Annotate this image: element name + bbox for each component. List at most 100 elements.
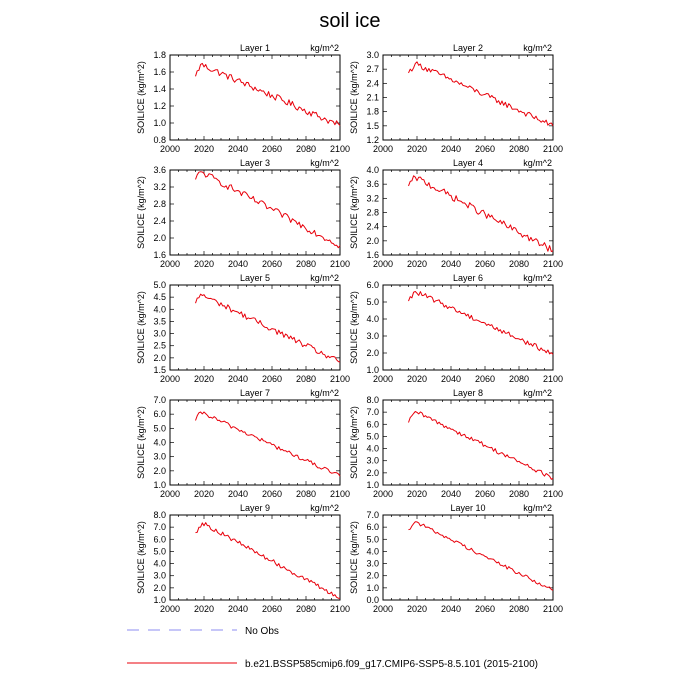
y-tick-label-layer-9: 2.0: [153, 583, 166, 593]
y-tick-label-layer-4: 2.8: [366, 208, 379, 218]
plot-frame-layer-4: [382, 169, 554, 256]
y-tick-label-layer-10: 0.0: [366, 595, 379, 605]
x-tick-label-layer-9: 2100: [330, 604, 350, 614]
panel-units-layer-4: kg/m^2: [523, 158, 552, 168]
y-tick-label-layer-10: 4.0: [366, 546, 379, 556]
x-tick-label-layer-3: 2080: [296, 259, 316, 269]
y-tick-label-layer-1: 1.4: [153, 84, 166, 94]
x-tick-label-layer-6: 2020: [407, 374, 427, 384]
panel-layer-2: Layer 2 kg/m^2 2000 2020 2040 2060 2080 2100 1.2…: [349, 43, 563, 154]
x-tick-label-layer-8: 2100: [543, 489, 563, 499]
panel-units-layer-7: kg/m^2: [310, 388, 339, 398]
panel-title-layer-5: Layer 5: [240, 273, 270, 283]
y-axis-label-layer-10: SOILICE (kg/m^2): [349, 521, 359, 594]
x-tick-label-layer-9: 2000: [160, 604, 180, 614]
x-tick-label-layer-5: 2040: [228, 374, 248, 384]
y-tick-label-layer-2: 1.8: [366, 107, 379, 117]
y-tick-label-layer-2: 3.0: [366, 50, 379, 60]
plot-frame-layer-7: [169, 399, 341, 486]
y-axis-label-layer-3: SOILICE (kg/m^2): [136, 176, 146, 249]
panel-layer-6: Layer 6 kg/m^2 2000 2020 2040 2060 2080 2100 1.0…: [349, 273, 563, 384]
x-tick-label-layer-10: 2060: [475, 604, 495, 614]
x-tick-label-layer-5: 2020: [194, 374, 214, 384]
x-tick-label-layer-4: 2020: [407, 259, 427, 269]
x-tick-label-layer-2: 2060: [475, 144, 495, 154]
panel-layer-9: Layer 9 kg/m^2 2000 2020 2040 2060 2080 2100 1.0…: [136, 503, 350, 614]
panel-layer-5: Layer 5 kg/m^2 2000 2020 2040 2060 2080 2100 1.5…: [136, 273, 350, 384]
y-tick-label-layer-3: 2.0: [153, 233, 166, 243]
y-tick-label-layer-3: 1.6: [153, 250, 166, 260]
legend-label-no-obs: No Obs: [245, 626, 279, 637]
series-line-layer-1: [195, 62, 341, 126]
series-line-layer-6: [408, 291, 554, 355]
y-tick-label-layer-7: 6.0: [153, 409, 166, 419]
y-tick-label-layer-6: 1.0: [366, 365, 379, 375]
y-tick-label-layer-2: 1.2: [366, 135, 379, 145]
y-tick-label-layer-10: 3.0: [366, 559, 379, 569]
panel-units-layer-3: kg/m^2: [310, 158, 339, 168]
panel-layer-10: Layer 10 kg/m^2 2000 2020 2040 2060 2080 2100 0.…: [349, 503, 563, 614]
y-tick-label-layer-4: 3.6: [366, 179, 379, 189]
y-tick-label-layer-7: 4.0: [153, 438, 166, 448]
panels: Layer 1 kg/m^2 2000 2020 2040 2060 2080 2100 0.8…: [136, 43, 563, 614]
x-tick-label-layer-2: 2000: [373, 144, 393, 154]
y-tick-label-layer-3: 3.6: [153, 165, 166, 175]
y-tick-label-layer-10: 2.0: [366, 571, 379, 581]
x-tick-label-layer-5: 2080: [296, 374, 316, 384]
y-tick-label-layer-5: 2.5: [153, 341, 166, 351]
y-tick-label-layer-7: 2.0: [153, 466, 166, 476]
plot-frame-layer-2: [382, 54, 554, 141]
x-tick-label-layer-7: 2060: [262, 489, 282, 499]
y-tick-label-layer-6: 2.0: [366, 348, 379, 358]
x-tick-label-layer-1: 2100: [330, 144, 350, 154]
y-axis-label-layer-5: SOILICE (kg/m^2): [136, 291, 146, 364]
x-tick-label-layer-5: 2100: [330, 374, 350, 384]
y-tick-label-layer-4: 2.0: [366, 236, 379, 246]
y-tick-label-layer-5: 1.5: [153, 365, 166, 375]
y-tick-label-layer-8: 7.0: [366, 407, 379, 417]
y-tick-label-layer-6: 4.0: [366, 314, 379, 324]
y-tick-label-layer-1: 1.8: [153, 50, 166, 60]
plot-frame-layer-8: [382, 399, 554, 486]
x-tick-label-layer-2: 2100: [543, 144, 563, 154]
x-tick-label-layer-8: 2020: [407, 489, 427, 499]
panel-units-layer-8: kg/m^2: [523, 388, 552, 398]
panel-title-layer-8: Layer 8: [453, 388, 483, 398]
y-tick-label-layer-8: 1.0: [366, 480, 379, 490]
y-tick-label-layer-2: 2.4: [366, 78, 379, 88]
x-tick-label-layer-3: 2060: [262, 259, 282, 269]
x-tick-label-layer-1: 2040: [228, 144, 248, 154]
series-line-layer-4: [408, 175, 554, 252]
panel-units-layer-6: kg/m^2: [523, 273, 552, 283]
panel-units-layer-1: kg/m^2: [310, 43, 339, 53]
y-tick-label-layer-4: 3.2: [366, 193, 379, 203]
x-tick-label-layer-8: 2080: [509, 489, 529, 499]
y-tick-label-layer-8: 2.0: [366, 468, 379, 478]
x-tick-label-layer-2: 2020: [407, 144, 427, 154]
y-tick-label-layer-8: 5.0: [366, 431, 379, 441]
figure-title: soil ice: [319, 10, 380, 32]
y-tick-label-layer-10: 1.0: [366, 583, 379, 593]
y-axis-label-layer-1: SOILICE (kg/m^2): [136, 61, 146, 134]
x-tick-label-layer-2: 2040: [441, 144, 461, 154]
y-tick-label-layer-5: 3.0: [153, 329, 166, 339]
x-tick-label-layer-1: 2020: [194, 144, 214, 154]
y-tick-label-layer-7: 3.0: [153, 452, 166, 462]
plot-frame-layer-10: [382, 514, 554, 601]
y-tick-label-layer-4: 2.4: [366, 222, 379, 232]
x-tick-label-layer-9: 2080: [296, 604, 316, 614]
x-tick-label-layer-5: 2060: [262, 374, 282, 384]
y-tick-label-layer-5: 3.5: [153, 316, 166, 326]
y-tick-label-layer-9: 5.0: [153, 546, 166, 556]
y-tick-label-layer-1: 0.8: [153, 135, 166, 145]
x-tick-label-layer-10: 2080: [509, 604, 529, 614]
y-tick-label-layer-5: 4.0: [153, 304, 166, 314]
panel-units-layer-2: kg/m^2: [523, 43, 552, 53]
panel-title-layer-7: Layer 7: [240, 388, 270, 398]
x-tick-label-layer-3: 2000: [160, 259, 180, 269]
x-tick-label-layer-5: 2000: [160, 374, 180, 384]
y-tick-label-layer-2: 2.7: [366, 64, 379, 74]
panel-layer-1: Layer 1 kg/m^2 2000 2020 2040 2060 2080 2100 0.8…: [136, 43, 350, 154]
panel-title-layer-4: Layer 4: [453, 158, 483, 168]
